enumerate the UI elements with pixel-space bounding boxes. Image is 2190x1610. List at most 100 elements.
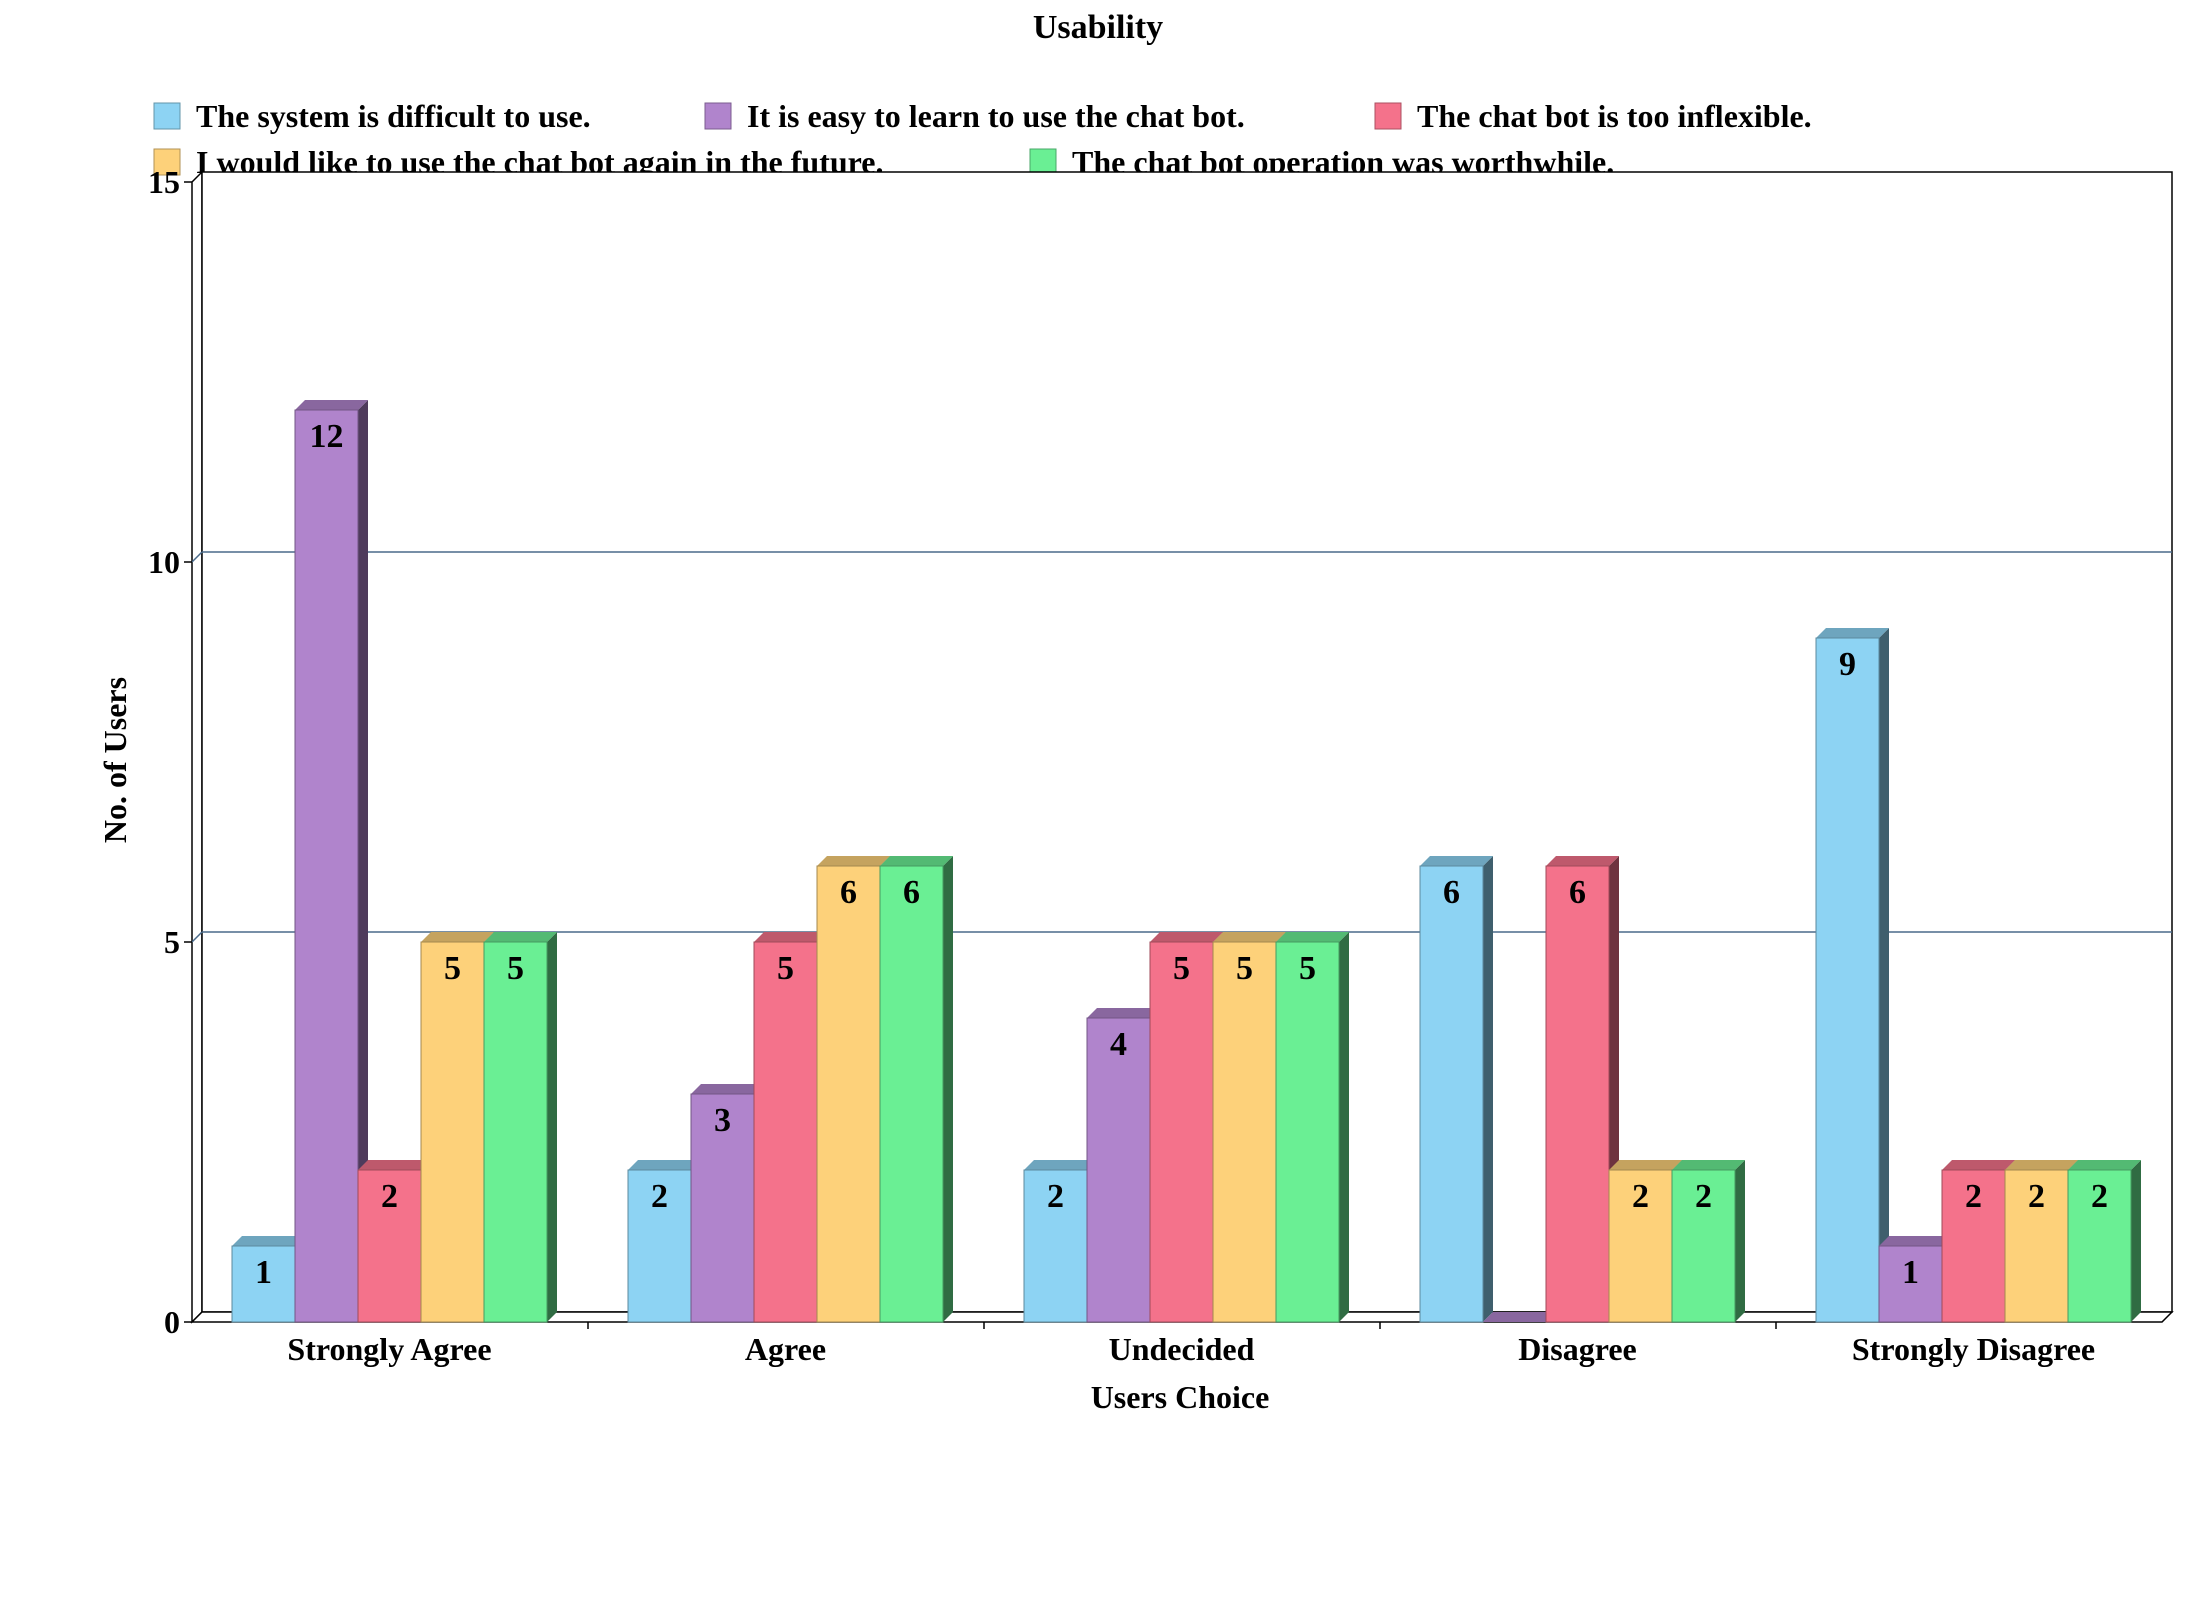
- data-label: 5: [507, 950, 524, 987]
- bar-strongly-disagree-i-would-like-to-use-the-chat-bot-again-in-the-future: 2: [2004, 1160, 2078, 1323]
- bar-strongly-agree-the-chat-bot-operation-was-worthwhile: 5: [483, 932, 557, 1323]
- bar-side: [358, 400, 368, 1322]
- bar-side: [1339, 932, 1349, 1322]
- bar-undecided-the-chat-bot-is-too-inflexible: 5: [1149, 932, 1223, 1323]
- legend-item-the-chat-bot-is-too-inflexible: The chat bot is too inflexible.: [1374, 98, 1812, 134]
- bar-top: [1087, 1008, 1160, 1018]
- bar-disagree-the-system-is-difficult-to-use: 6: [1419, 856, 1493, 1323]
- bar-front: [1149, 941, 1214, 1323]
- gridline-side: [191, 931, 203, 943]
- data-label: 3: [714, 1102, 731, 1139]
- bar-agree-the-system-is-difficult-to-use: 2: [627, 1160, 701, 1323]
- data-label: 5: [1299, 950, 1316, 987]
- bar-front: [1545, 865, 1610, 1323]
- bar-strongly-agree-i-would-like-to-use-the-chat-bot-again-in-the-future: 5: [420, 932, 494, 1323]
- bar-side: [943, 856, 953, 1322]
- bar-top: [1483, 1312, 1556, 1322]
- data-label: 2: [381, 1178, 398, 1215]
- data-label: 5: [1236, 950, 1253, 987]
- bar-top: [1024, 1160, 1097, 1170]
- bar-undecided-it-is-easy-to-learn-to-use-the-chat-bot: 4: [1086, 1008, 1160, 1323]
- data-label: 6: [903, 874, 920, 911]
- bar-front: [357, 1169, 422, 1323]
- legend-swatch: [153, 102, 181, 130]
- x-axis-ticks: Strongly Agree Agree Undecided Disagree Stro…: [287, 1322, 2095, 1367]
- data-label: 5: [1173, 950, 1190, 987]
- bar-strongly-agree-the-system-is-difficult-to-use: 1: [231, 1236, 305, 1323]
- x-tick-label: Disagree: [1518, 1331, 1636, 1367]
- bar-front: [294, 409, 359, 1323]
- data-label: 2: [2028, 1178, 2045, 1215]
- bar-front: [1608, 1169, 1673, 1323]
- bar-disagree-i-would-like-to-use-the-chat-bot-again-in-the-future: 2: [1608, 1160, 1682, 1323]
- bar-front: [483, 941, 548, 1323]
- bar-top: [2005, 1160, 2078, 1170]
- bar-strongly-disagree-it-is-easy-to-learn-to-use-the-chat-bot: 1: [1878, 1236, 1952, 1323]
- y-tick-label: 10: [148, 544, 180, 580]
- bar-top: [754, 932, 827, 942]
- legend-swatch: [1029, 148, 1057, 176]
- bar-top: [1609, 1160, 1682, 1170]
- bar-front: [627, 1169, 692, 1323]
- bar-strongly-disagree-the-system-is-difficult-to-use: 9: [1815, 628, 1889, 1323]
- bar-top: [484, 932, 557, 942]
- bar-strongly-disagree-the-chat-bot-is-too-inflexible: 2: [1941, 1160, 2015, 1323]
- bar-front: [816, 865, 881, 1323]
- bar-top: [817, 856, 890, 866]
- bar-top: [1150, 932, 1223, 942]
- bar-front: [879, 865, 944, 1323]
- bar-side: [1483, 856, 1493, 1322]
- bar-front: [420, 941, 485, 1323]
- bar-front: [2067, 1169, 2132, 1323]
- y-tick-label: 5: [164, 924, 180, 960]
- bar-top: [232, 1236, 305, 1246]
- data-label: 6: [1569, 874, 1586, 911]
- bar-front: [1671, 1169, 1736, 1323]
- bar-top: [691, 1084, 764, 1094]
- bar-top: [1816, 628, 1889, 638]
- x-tick-label: Strongly Agree: [287, 1331, 491, 1367]
- bar-side: [2131, 1160, 2141, 1322]
- bar-disagree-the-chat-bot-operation-was-worthwhile: 2: [1671, 1160, 1745, 1323]
- bar-top: [1879, 1236, 1952, 1246]
- bar-top: [1420, 856, 1493, 866]
- bar-front: [1086, 1017, 1151, 1323]
- legend-label: It is easy to learn to use the chat bot.: [747, 98, 1245, 134]
- legend-label: The system is difficult to use.: [196, 98, 591, 134]
- data-label: 2: [651, 1178, 668, 1215]
- bar-strongly-disagree-the-chat-bot-operation-was-worthwhile: 2: [2067, 1160, 2141, 1323]
- bar-agree-i-would-like-to-use-the-chat-bot-again-in-the-future: 6: [816, 856, 890, 1323]
- bar-disagree-the-chat-bot-is-too-inflexible: 6: [1545, 856, 1619, 1323]
- data-label: 12: [310, 418, 344, 455]
- bar-front: [690, 1093, 755, 1323]
- x-tick-label: Undecided: [1109, 1331, 1255, 1367]
- data-label: 2: [1965, 1178, 1982, 1215]
- data-label: 1: [255, 1254, 272, 1291]
- bar-top: [1672, 1160, 1745, 1170]
- y-tick-label: 15: [148, 164, 180, 200]
- legend-label: The chat bot is too inflexible.: [1417, 98, 1812, 134]
- gridline-side: [191, 551, 203, 563]
- bar-top: [2068, 1160, 2141, 1170]
- data-label: 1: [1902, 1254, 1919, 1291]
- bar-front: [231, 1245, 296, 1323]
- x-tick-label: Agree: [745, 1331, 826, 1367]
- data-label: 5: [777, 950, 794, 987]
- bar-front: [1878, 1245, 1943, 1323]
- y-axis-ticks: 0 5 10 15: [148, 164, 192, 1340]
- bar-undecided-the-system-is-difficult-to-use: 2: [1023, 1160, 1097, 1323]
- data-label: 4: [1110, 1026, 1127, 1063]
- bar-disagree-it-is-easy-to-learn-to-use-the-chat-bot: [1483, 1312, 1556, 1322]
- bar-front: [1815, 637, 1880, 1323]
- bar-strongly-agree-it-is-easy-to-learn-to-use-the-chat-bot: 12: [294, 400, 368, 1323]
- data-label: 2: [1047, 1178, 1064, 1215]
- bar-front: [2004, 1169, 2069, 1323]
- bar-side: [1879, 628, 1889, 1322]
- bar-agree-it-is-easy-to-learn-to-use-the-chat-bot: 3: [690, 1084, 764, 1323]
- bar-side: [547, 932, 557, 1322]
- bar-front: [1275, 941, 1340, 1323]
- bar-top: [358, 1160, 431, 1170]
- bar-agree-the-chat-bot-operation-was-worthwhile: 6: [879, 856, 953, 1323]
- bar-top: [1213, 932, 1286, 942]
